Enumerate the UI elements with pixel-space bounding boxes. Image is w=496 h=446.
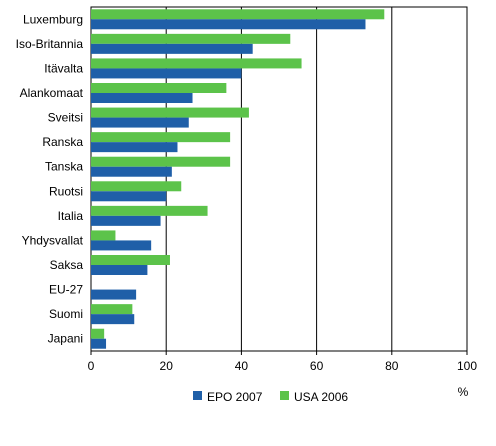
bar-usa-2006-alankomaat xyxy=(91,83,227,93)
bar-usa-2006-yhdysvallat xyxy=(91,230,116,241)
legend-label-usa-2006: USA 2006 xyxy=(294,390,348,404)
category-label: Tanska xyxy=(45,160,83,174)
bar-usa-2006-ranska xyxy=(91,132,231,143)
bar-usa-2006-itävalta xyxy=(91,58,302,69)
category-label: Yhdysvallat xyxy=(22,233,84,247)
category-labels: Luxemburg Iso-Britannia Itävalta Alankomaat… xyxy=(16,12,84,345)
x-tick-label: 80 xyxy=(385,359,399,373)
bar-usa-2006-saksa xyxy=(91,255,170,265)
category-label: Italia xyxy=(58,209,84,223)
legend: EPO 2007 USA 2006 xyxy=(193,390,348,404)
x-tick-label: 60 xyxy=(310,359,324,373)
bar-usa-2006-suomi xyxy=(91,304,133,315)
category-label: Iso-Britannia xyxy=(16,37,84,51)
legend-swatch-epo-2007 xyxy=(193,391,202,400)
bar-usa-2006-tanska xyxy=(91,156,231,167)
category-label: Alankomaat xyxy=(20,86,84,100)
bar-epo-2007-saksa xyxy=(91,265,148,275)
category-label: Itävalta xyxy=(44,61,83,75)
x-tick-label: 40 xyxy=(235,359,249,373)
bar-epo-2007-sveitsi xyxy=(91,117,189,128)
legend-swatch-usa-2006 xyxy=(280,391,289,400)
x-tick-labels: 0 20 40 60 80 100 xyxy=(88,351,477,373)
category-label: Suomi xyxy=(49,307,83,321)
category-label: Ruotsi xyxy=(49,184,83,198)
bar-epo-2007-luxemburg xyxy=(91,19,366,30)
category-label: Sveitsi xyxy=(48,111,83,125)
bar-epo-2007-eu-27 xyxy=(91,289,137,300)
category-label: Saksa xyxy=(50,258,84,272)
bar-usa-2006-japani xyxy=(91,328,105,339)
bar-epo-2007-itävalta xyxy=(91,68,242,79)
bar-epo-2007-iso-britannia xyxy=(91,43,253,54)
bar-epo-2007-ranska xyxy=(91,142,178,153)
category-label: Ranska xyxy=(42,135,83,149)
bar-usa-2006-iso-britannia xyxy=(91,33,291,44)
bar-epo-2007-suomi xyxy=(91,314,135,325)
bar-epo-2007-yhdysvallat xyxy=(91,240,152,251)
bar-epo-2007-japani xyxy=(91,338,107,349)
bar-usa-2006-ruotsi xyxy=(91,181,182,192)
bars xyxy=(91,9,385,349)
legend-label-epo-2007: EPO 2007 xyxy=(207,390,263,404)
bar-usa-2006-italia xyxy=(91,205,208,216)
category-label: EU-27 xyxy=(49,283,83,297)
bar-epo-2007-ruotsi xyxy=(91,191,167,202)
x-axis-unit-label: % xyxy=(458,385,469,399)
bar-usa-2006-luxemburg xyxy=(91,9,385,20)
x-tick-label: 0 xyxy=(88,359,95,373)
category-label: Japani xyxy=(48,332,83,346)
category-label: Luxemburg xyxy=(23,12,83,26)
plot-area xyxy=(90,6,468,352)
bar-epo-2007-tanska xyxy=(91,166,172,177)
x-tick-label: 100 xyxy=(457,359,477,373)
bar-usa-2006-sveitsi xyxy=(91,107,249,118)
x-tick-label: 20 xyxy=(160,359,174,373)
bar-epo-2007-italia xyxy=(91,215,161,226)
bar-epo-2007-alankomaat xyxy=(91,93,193,103)
